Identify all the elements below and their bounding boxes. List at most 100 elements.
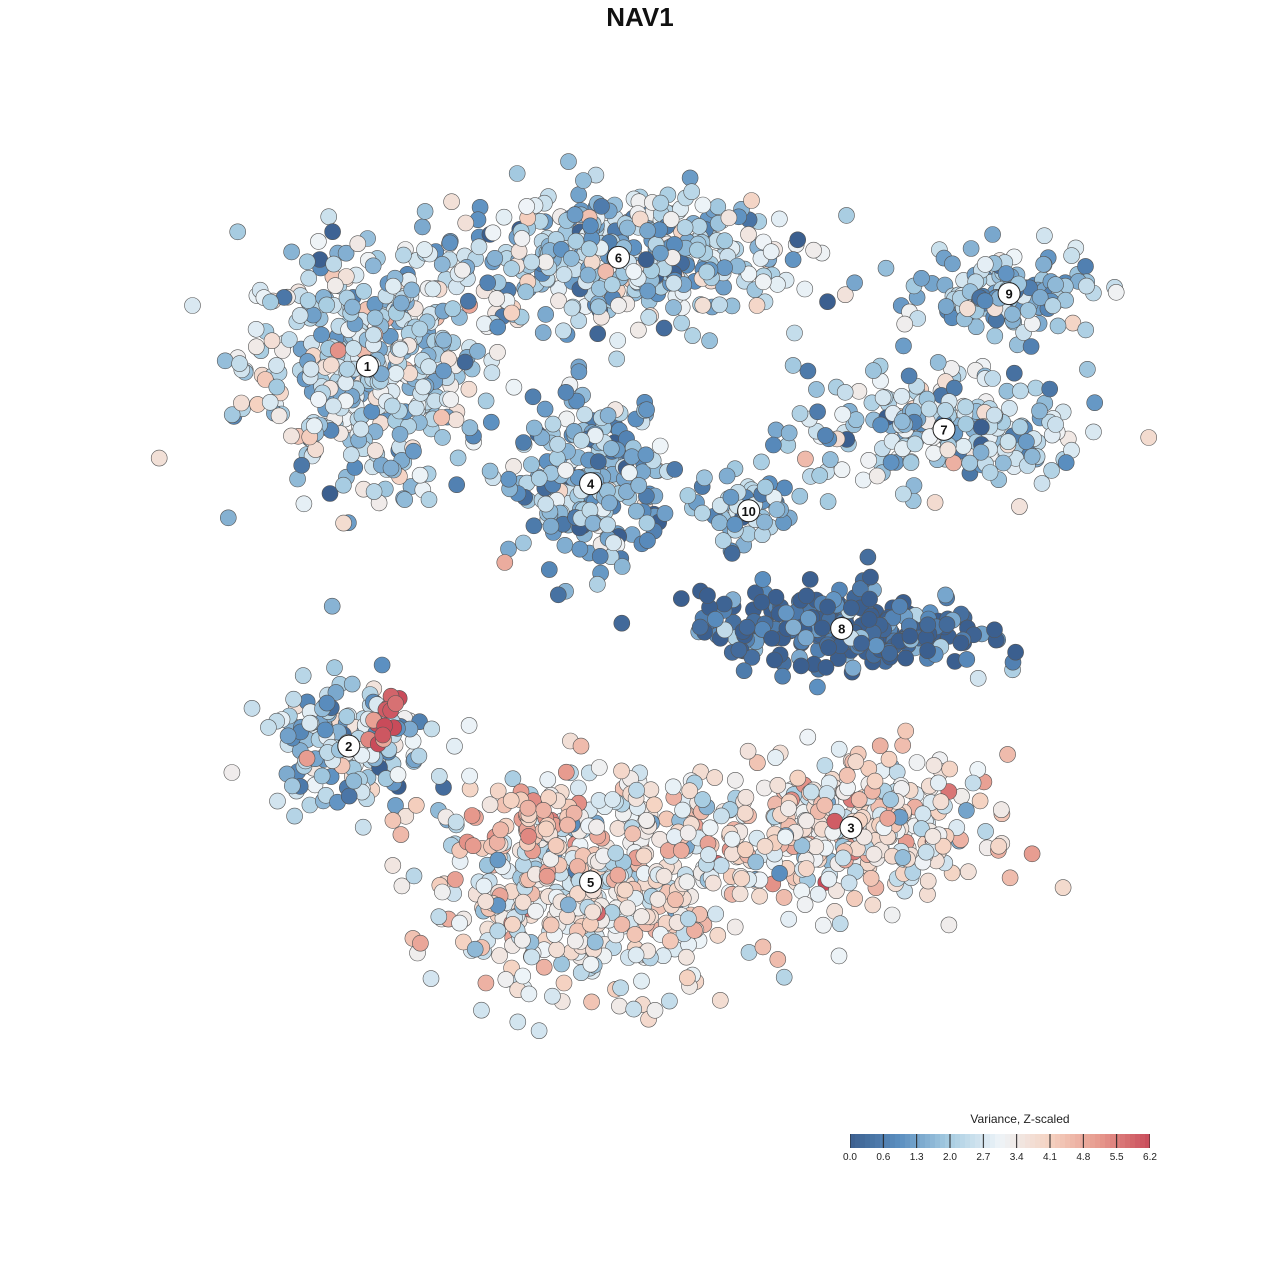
data-point	[900, 367, 918, 385]
svg-text:5: 5	[587, 875, 594, 890]
data-point	[633, 908, 650, 925]
data-point	[441, 234, 459, 252]
legend-color-segment	[1050, 1134, 1056, 1148]
data-point	[626, 926, 644, 943]
data-point	[557, 763, 575, 781]
data-point	[557, 383, 575, 401]
data-point	[997, 265, 1015, 282]
data-point	[704, 874, 722, 892]
data-point	[403, 281, 421, 299]
data-point	[599, 516, 616, 534]
data-point	[572, 737, 590, 755]
data-point	[608, 350, 626, 368]
data-point	[640, 308, 658, 326]
data-point	[261, 393, 279, 411]
data-point	[868, 467, 886, 485]
svg-text:2: 2	[345, 739, 352, 754]
data-point	[613, 614, 631, 632]
data-point	[860, 611, 878, 628]
data-point	[473, 1001, 490, 1019]
data-point	[633, 972, 650, 990]
data-point	[1027, 379, 1044, 397]
data-point	[229, 223, 246, 241]
data-point	[392, 294, 410, 312]
data-point	[286, 807, 303, 825]
data-point	[260, 719, 277, 736]
data-point	[392, 826, 410, 843]
data-point	[233, 394, 250, 412]
data-point	[895, 337, 912, 355]
data-point	[811, 467, 829, 484]
data-point	[544, 987, 561, 1005]
data-point	[646, 1001, 664, 1019]
data-point	[984, 370, 1001, 387]
data-point	[566, 206, 584, 223]
legend-tick-label: 2.0	[943, 1152, 957, 1163]
data-point	[508, 165, 526, 182]
data-point	[799, 728, 817, 746]
data-point	[830, 740, 848, 758]
data-point	[547, 837, 565, 854]
data-point	[676, 219, 694, 236]
data-point	[223, 406, 241, 424]
legend-color-segment	[895, 1134, 901, 1148]
data-point	[959, 863, 977, 881]
data-point	[365, 483, 383, 500]
data-point	[902, 454, 920, 471]
data-point	[523, 948, 541, 966]
data-point	[846, 890, 863, 907]
legend-color-segment	[1060, 1134, 1066, 1148]
data-point	[789, 769, 807, 787]
data-point	[405, 442, 422, 460]
data-point	[220, 509, 237, 527]
data-point	[639, 222, 656, 239]
data-point	[957, 398, 974, 416]
data-point	[268, 378, 286, 396]
data-point	[329, 342, 347, 359]
data-point	[534, 324, 552, 341]
data-point	[879, 809, 897, 827]
data-point	[1086, 394, 1103, 412]
data-point	[768, 501, 786, 518]
data-point	[726, 918, 744, 936]
data-point	[926, 494, 944, 511]
data-point	[684, 327, 701, 344]
data-point	[711, 514, 728, 532]
data-point	[743, 192, 760, 209]
data-point	[335, 514, 352, 532]
data-point	[630, 477, 648, 494]
data-point	[460, 380, 478, 398]
data-point	[601, 494, 618, 512]
data-point	[701, 819, 719, 837]
data-point	[630, 321, 647, 339]
data-point	[373, 656, 391, 674]
data-point	[645, 796, 663, 814]
data-point	[355, 282, 373, 300]
data-point	[150, 449, 168, 467]
data-point	[488, 290, 506, 307]
cluster-label-7: 7	[932, 417, 956, 441]
data-point	[844, 659, 862, 677]
data-point	[901, 627, 919, 645]
data-point	[769, 776, 787, 794]
data-point	[1001, 399, 1018, 417]
data-point	[1011, 418, 1029, 436]
legend-color-segment	[940, 1134, 946, 1148]
legend-color-segment	[1085, 1134, 1091, 1148]
data-point	[283, 243, 300, 261]
data-point	[959, 300, 976, 317]
data-point	[862, 568, 879, 586]
data-point	[263, 332, 281, 350]
data-point	[609, 332, 627, 349]
data-point	[986, 327, 1004, 345]
data-point	[412, 934, 429, 952]
data-point	[570, 779, 587, 797]
cluster-label-5: 5	[579, 870, 603, 894]
data-point	[756, 513, 773, 531]
data-point	[451, 914, 468, 932]
data-point	[514, 893, 532, 911]
data-point	[321, 485, 339, 502]
data-point	[446, 737, 463, 755]
data-point	[557, 461, 575, 479]
legend-color-segment	[875, 1134, 881, 1148]
